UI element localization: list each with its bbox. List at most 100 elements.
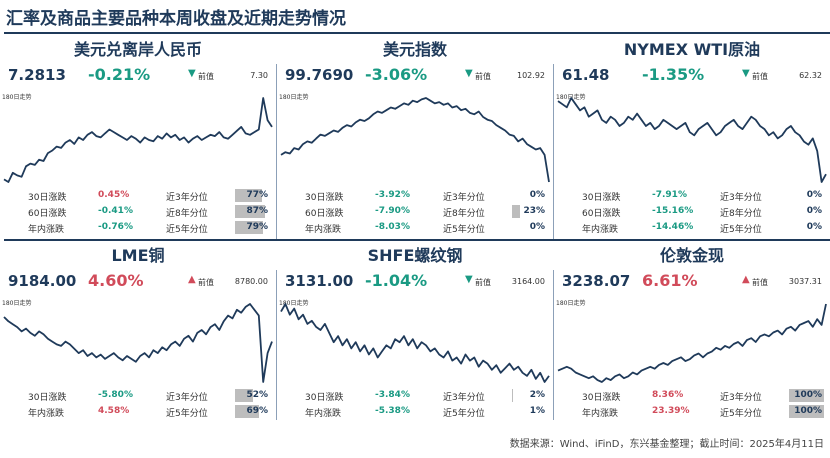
prev-label: 前值 bbox=[475, 278, 491, 287]
stat-row: 60日涨跌 -0.41% 近8年分位 87% bbox=[0, 204, 276, 219]
pct-bar bbox=[789, 389, 824, 402]
down-arrow-icon: ▼ bbox=[465, 274, 473, 285]
change-value: -1.35% bbox=[642, 65, 705, 84]
pct-label: 近3年分位 bbox=[443, 393, 485, 403]
stat-row: 30日涨跌 -3.92% 近3年分位 0% bbox=[277, 188, 553, 203]
stat-label: 60日涨跌 bbox=[28, 209, 67, 219]
stat-label: 30日涨跌 bbox=[582, 393, 621, 403]
down-arrow-icon: ▼ bbox=[188, 68, 196, 79]
divider bbox=[553, 64, 554, 240]
pct-label: 近3年分位 bbox=[166, 193, 208, 203]
pct-label: 近3年分位 bbox=[166, 393, 208, 403]
pct-value: 0% bbox=[529, 190, 545, 200]
stat-label: 年内涨跌 bbox=[582, 225, 619, 235]
stat-label: 30日涨跌 bbox=[28, 393, 67, 403]
panel-title: 伦敦金现 bbox=[659, 246, 724, 265]
chart-caption: 180日走势 bbox=[2, 300, 32, 307]
stat-row: 30日涨跌 8.36% 近3年分位 100% bbox=[554, 388, 830, 403]
stat-value: -0.41% bbox=[98, 206, 133, 216]
pct-label: 近5年分位 bbox=[166, 225, 208, 235]
stat-label: 60日涨跌 bbox=[305, 209, 344, 219]
stat-row: 30日涨跌 -3.84% 近3年分位 2% bbox=[277, 388, 553, 403]
stat-row: 年内涨跌 -8.03% 近5年分位 0% bbox=[277, 220, 553, 235]
chart-caption: 180日走势 bbox=[279, 94, 309, 101]
change-value: 6.61% bbox=[642, 271, 698, 290]
pct-value: 69% bbox=[246, 406, 268, 416]
series-line bbox=[3, 97, 273, 183]
pct-label: 近3年分位 bbox=[720, 193, 762, 203]
stat-value: 0.45% bbox=[98, 190, 130, 200]
change-value: -0.21% bbox=[88, 65, 151, 84]
pct-value: 2% bbox=[529, 390, 545, 400]
pct-label: 近5年分位 bbox=[443, 409, 485, 419]
pct-bar bbox=[235, 389, 253, 402]
stat-value: -8.03% bbox=[375, 222, 410, 232]
pct-value: 79% bbox=[246, 222, 268, 232]
prev-value: 62.32 bbox=[799, 71, 822, 80]
price-value: 3238.07 bbox=[562, 272, 631, 290]
stat-label: 30日涨跌 bbox=[305, 193, 344, 203]
panel-title: LME铜 bbox=[111, 246, 165, 265]
price-value: 7.2813 bbox=[8, 66, 66, 84]
stat-row: 年内涨跌 -5.38% 近5年分位 1% bbox=[277, 404, 553, 419]
sparkline bbox=[557, 97, 827, 183]
pct-label: 近5年分位 bbox=[720, 409, 762, 419]
stat-row: 年内涨跌 -0.76% 近5年分位 79% bbox=[0, 220, 276, 235]
stat-label: 年内涨跌 bbox=[582, 409, 619, 419]
stat-label: 年内涨跌 bbox=[305, 409, 342, 419]
series-line bbox=[3, 303, 273, 383]
panel-london-gold: 伦敦金现 3238.07 6.61% ▲ 前值 3037.31 180日走势 3… bbox=[554, 242, 830, 422]
stat-value: -3.92% bbox=[375, 190, 410, 200]
stat-label: 年内涨跌 bbox=[28, 409, 65, 419]
pct-label: 近8年分位 bbox=[720, 209, 762, 219]
source-note: 数据来源：Wind、iFinD，东兴基金整理；截止时间：2025年4月11日 bbox=[509, 439, 824, 450]
prev-label: 前值 bbox=[752, 72, 768, 81]
stat-row: 年内涨跌 23.39% 近5年分位 100% bbox=[554, 404, 830, 419]
stat-row: 30日涨跌 0.45% 近3年分位 77% bbox=[0, 188, 276, 203]
stat-row: 30日涨跌 -5.80% 近3年分位 52% bbox=[0, 388, 276, 403]
pct-bar bbox=[235, 189, 262, 202]
series-line bbox=[280, 97, 550, 183]
series-line bbox=[280, 303, 550, 383]
divider bbox=[276, 270, 277, 420]
prev-value: 102.92 bbox=[517, 71, 545, 80]
pct-value: 0% bbox=[529, 222, 545, 232]
sparkline bbox=[557, 303, 827, 383]
price-value: 3131.00 bbox=[285, 272, 354, 290]
chart-caption: 180日走势 bbox=[556, 300, 586, 307]
prev-label: 前值 bbox=[198, 72, 214, 81]
pct-value: 100% bbox=[794, 406, 822, 416]
pct-value: 23% bbox=[523, 206, 545, 216]
pct-value: 52% bbox=[246, 390, 268, 400]
prev-value: 7.30 bbox=[250, 71, 268, 80]
pct-value: 0% bbox=[806, 190, 822, 200]
stat-value: -7.91% bbox=[652, 190, 687, 200]
panel-title: 美元兑离岸人民币 bbox=[73, 40, 202, 59]
stat-value: -14.46% bbox=[652, 222, 694, 232]
pct-bar bbox=[512, 205, 520, 218]
stat-value: 8.36% bbox=[652, 390, 684, 400]
sparkline bbox=[3, 303, 273, 383]
down-arrow-icon: ▼ bbox=[465, 68, 473, 79]
stat-label: 30日涨跌 bbox=[582, 193, 621, 203]
pct-label: 近3年分位 bbox=[443, 193, 485, 203]
panel-wti: NYMEX WTI原油 61.48 -1.35% ▼ 前值 62.32 180日… bbox=[554, 36, 830, 241]
price-value: 9184.00 bbox=[8, 272, 77, 290]
pct-value: 0% bbox=[806, 206, 822, 216]
pct-label: 近3年分位 bbox=[720, 393, 762, 403]
pct-label: 近5年分位 bbox=[166, 409, 208, 419]
pct-value: 0% bbox=[806, 222, 822, 232]
panel-title: NYMEX WTI原油 bbox=[623, 40, 761, 59]
stat-label: 60日涨跌 bbox=[582, 209, 621, 219]
pct-bar bbox=[235, 221, 263, 234]
panel-title: 美元指数 bbox=[382, 40, 447, 59]
price-value: 99.7690 bbox=[285, 66, 354, 84]
stat-value: -15.16% bbox=[652, 206, 694, 216]
down-arrow-icon: ▼ bbox=[742, 68, 750, 79]
series-line bbox=[557, 97, 827, 183]
stat-value: -5.80% bbox=[98, 390, 133, 400]
panel-usdcnh: 美元兑离岸人民币 7.2813 -0.21% ▼ 前值 7.30 180日走势 … bbox=[0, 36, 276, 241]
panel-shfe-rebar: SHFE螺纹钢 3131.00 -1.04% ▼ 前值 3164.00 180日… bbox=[277, 242, 553, 422]
prev-value: 3037.31 bbox=[788, 277, 822, 286]
pct-value: 77% bbox=[246, 190, 268, 200]
